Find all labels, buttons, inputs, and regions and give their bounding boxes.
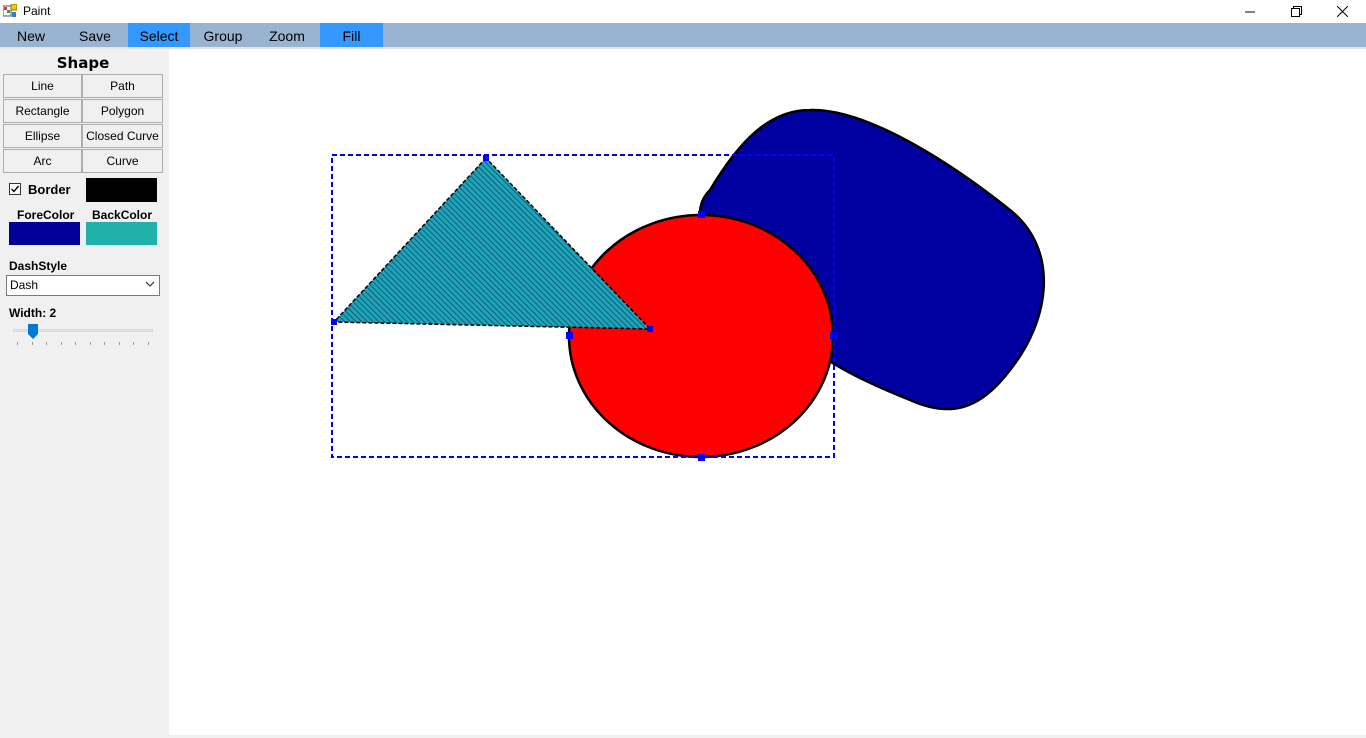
- slider-tick: [133, 342, 135, 345]
- slider-tick: [148, 342, 149, 345]
- shape-path-button[interactable]: Path: [82, 74, 163, 98]
- border-label: Border: [28, 182, 71, 197]
- shape-grid: Line Path Rectangle Polygon Ellipse Clos…: [3, 74, 163, 174]
- title-bar: Paint: [0, 0, 1366, 23]
- minimize-button[interactable]: [1227, 0, 1273, 23]
- canvas-bottom-edge: [169, 735, 1366, 738]
- backcolor-label: BackColor: [92, 208, 153, 222]
- red-ellipse-shape[interactable]: [567, 213, 835, 459]
- shape-closed-curve-button[interactable]: Closed Curve: [82, 124, 163, 148]
- backcolor-swatch[interactable]: [86, 222, 157, 245]
- width-label: Width: 2: [9, 306, 57, 320]
- shape-line-button[interactable]: Line: [3, 74, 82, 98]
- hatched-triangle-shape[interactable]: [332, 156, 652, 330]
- border-checkbox[interactable]: [9, 183, 21, 195]
- slider-tick: [89, 342, 91, 345]
- checkmark-icon: [11, 185, 20, 193]
- slider-tick: [118, 342, 120, 345]
- dashstyle-label: DashStyle: [9, 259, 68, 273]
- chevron-down-icon: [145, 281, 155, 287]
- forecolor-swatch[interactable]: [9, 222, 80, 245]
- window-title: Paint: [23, 4, 51, 18]
- menu-group[interactable]: Group: [203, 28, 243, 44]
- minimize-icon: [1245, 11, 1255, 12]
- handle-circle-bottom[interactable]: [698, 454, 705, 461]
- dashstyle-select[interactable]: Dash: [6, 275, 160, 296]
- selection-rectangle[interactable]: [331, 154, 835, 458]
- slider-tick: [75, 342, 77, 345]
- width-slider-thumb[interactable]: [27, 324, 38, 339]
- slider-tick: [46, 342, 48, 345]
- menu-bar: New Save Select Group Zoom Fill: [0, 23, 1366, 47]
- handle-triangle-left[interactable]: [331, 319, 337, 325]
- close-button[interactable]: [1319, 0, 1365, 23]
- shape-rectangle-button[interactable]: Rectangle: [3, 99, 82, 123]
- handle-triangle-right[interactable]: [647, 326, 653, 332]
- restore-icon: [1290, 6, 1302, 17]
- handle-circle-right[interactable]: [830, 332, 837, 339]
- shape-curve-button[interactable]: Curve: [82, 149, 163, 173]
- handle-circle-top[interactable]: [698, 211, 705, 218]
- slider-tick: [104, 342, 106, 345]
- width-slider-track[interactable]: [13, 329, 153, 332]
- shape-arc-button[interactable]: Arc: [3, 149, 82, 173]
- slider-tick: [17, 342, 18, 345]
- menu-fill[interactable]: Fill: [320, 23, 383, 47]
- paint-app-icon: [3, 4, 17, 17]
- canvas-svg: [331, 108, 1046, 461]
- close-icon: [1336, 6, 1348, 17]
- menu-zoom[interactable]: Zoom: [269, 28, 305, 44]
- shape-polygon-button[interactable]: Polygon: [82, 99, 163, 123]
- border-color-swatch[interactable]: [86, 178, 157, 202]
- drawing-canvas[interactable]: [169, 49, 1366, 735]
- menu-new[interactable]: New: [16, 28, 45, 44]
- handle-circle-left[interactable]: [566, 332, 573, 339]
- restore-button[interactable]: [1273, 0, 1319, 23]
- menu-bar-divider: [0, 47, 1366, 49]
- handle-triangle-top[interactable]: [483, 155, 489, 161]
- shape-ellipse-button[interactable]: Ellipse: [3, 124, 82, 148]
- forecolor-label: ForeColor: [17, 208, 75, 222]
- blue-closed-curve-shape[interactable]: [698, 108, 1046, 411]
- menu-select[interactable]: Select: [128, 23, 190, 47]
- shape-heading: Shape: [56, 54, 110, 72]
- slider-tick: [31, 342, 33, 345]
- slider-tick: [60, 342, 62, 345]
- tool-panel: Shape Line Path Rectangle Polygon Ellips…: [0, 49, 169, 738]
- dashstyle-value: Dash: [10, 278, 39, 292]
- menu-save[interactable]: Save: [79, 28, 111, 44]
